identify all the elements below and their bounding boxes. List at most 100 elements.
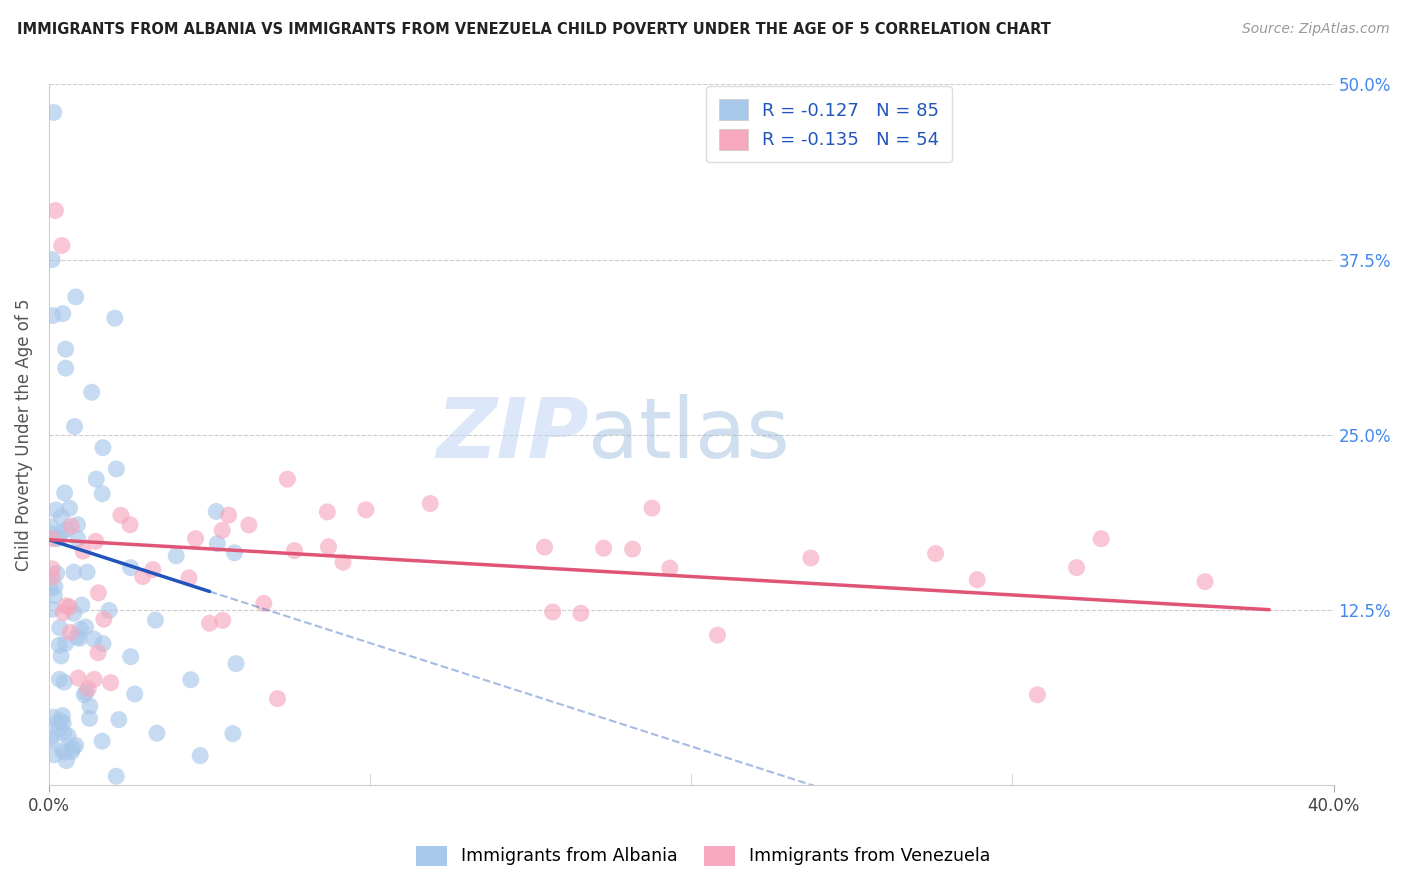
- Point: [44, 589, 66, 603]
- Text: atlas: atlas: [589, 394, 790, 475]
- Point: [48, 638, 70, 652]
- Point: [45, 532, 67, 546]
- Point: [621, 542, 644, 557]
- Point: [65, 290, 87, 304]
- Point: [59, 501, 82, 516]
- Point: [225, 657, 247, 671]
- Point: [53, 675, 76, 690]
- Point: [207, 537, 229, 551]
- Text: Source: ZipAtlas.com: Source: ZipAtlas.com: [1241, 22, 1389, 37]
- Point: [48, 531, 70, 545]
- Point: [1066, 560, 1088, 574]
- Point: [142, 563, 165, 577]
- Point: [66, 630, 89, 644]
- Point: [63, 419, 86, 434]
- Point: [42, 747, 65, 762]
- Point: [59, 625, 82, 640]
- Point: [211, 524, 233, 538]
- Point: [283, 543, 305, 558]
- Point: [42, 710, 65, 724]
- Point: [55, 599, 77, 613]
- Point: [51, 509, 73, 524]
- Point: [198, 616, 221, 631]
- Point: [39, 582, 62, 596]
- Point: [51, 708, 73, 723]
- Point: [222, 727, 245, 741]
- Point: [79, 711, 101, 725]
- Point: [67, 671, 90, 685]
- Point: [53, 745, 76, 759]
- Point: [80, 385, 103, 400]
- Point: [75, 685, 97, 699]
- Point: [62, 740, 84, 755]
- Point: [72, 544, 94, 558]
- Point: [100, 675, 122, 690]
- Point: [49, 714, 72, 728]
- Point: [41, 570, 63, 584]
- Point: [70, 598, 93, 612]
- Point: [39, 731, 62, 745]
- Point: [131, 569, 153, 583]
- Point: [42, 105, 65, 120]
- Point: [73, 688, 96, 702]
- Point: [63, 607, 86, 621]
- Point: [533, 540, 555, 554]
- Point: [83, 673, 105, 687]
- Point: [800, 551, 823, 566]
- Point: [1090, 532, 1112, 546]
- Point: [146, 726, 169, 740]
- Point: [316, 505, 339, 519]
- Point: [41, 532, 63, 546]
- Point: [58, 599, 80, 614]
- Point: [56, 522, 79, 536]
- Point: [569, 607, 592, 621]
- Point: [39, 526, 62, 541]
- Point: [48, 621, 70, 635]
- Point: [592, 541, 614, 556]
- Point: [41, 562, 63, 576]
- Point: [66, 517, 89, 532]
- Point: [52, 716, 75, 731]
- Point: [105, 462, 128, 476]
- Point: [205, 504, 228, 518]
- Point: [63, 565, 86, 579]
- Point: [60, 745, 83, 759]
- Point: [145, 613, 167, 627]
- Point: [120, 560, 142, 574]
- Text: ZIP: ZIP: [436, 394, 589, 475]
- Point: [177, 571, 200, 585]
- Point: [76, 565, 98, 579]
- Point: [124, 687, 146, 701]
- Point: [120, 517, 142, 532]
- Point: [924, 547, 946, 561]
- Point: [966, 573, 988, 587]
- Point: [55, 342, 77, 356]
- Point: [706, 628, 728, 642]
- Point: [83, 632, 105, 646]
- Point: [318, 540, 340, 554]
- Point: [39, 732, 62, 747]
- Point: [541, 605, 564, 619]
- Point: [75, 620, 97, 634]
- Point: [41, 252, 63, 267]
- Point: [238, 518, 260, 533]
- Point: [39, 519, 62, 533]
- Point: [276, 472, 298, 486]
- Point: [84, 472, 107, 486]
- Point: [60, 519, 83, 533]
- Point: [66, 532, 89, 546]
- Point: [48, 673, 70, 687]
- Point: [658, 561, 681, 575]
- Point: [98, 603, 121, 617]
- Point: [91, 441, 114, 455]
- Point: [1026, 688, 1049, 702]
- Point: [55, 361, 77, 376]
- Point: [104, 311, 127, 326]
- Point: [45, 503, 67, 517]
- Point: [91, 637, 114, 651]
- Point: [79, 699, 101, 714]
- Point: [108, 713, 131, 727]
- Point: [41, 602, 63, 616]
- Point: [184, 532, 207, 546]
- Point: [218, 508, 240, 523]
